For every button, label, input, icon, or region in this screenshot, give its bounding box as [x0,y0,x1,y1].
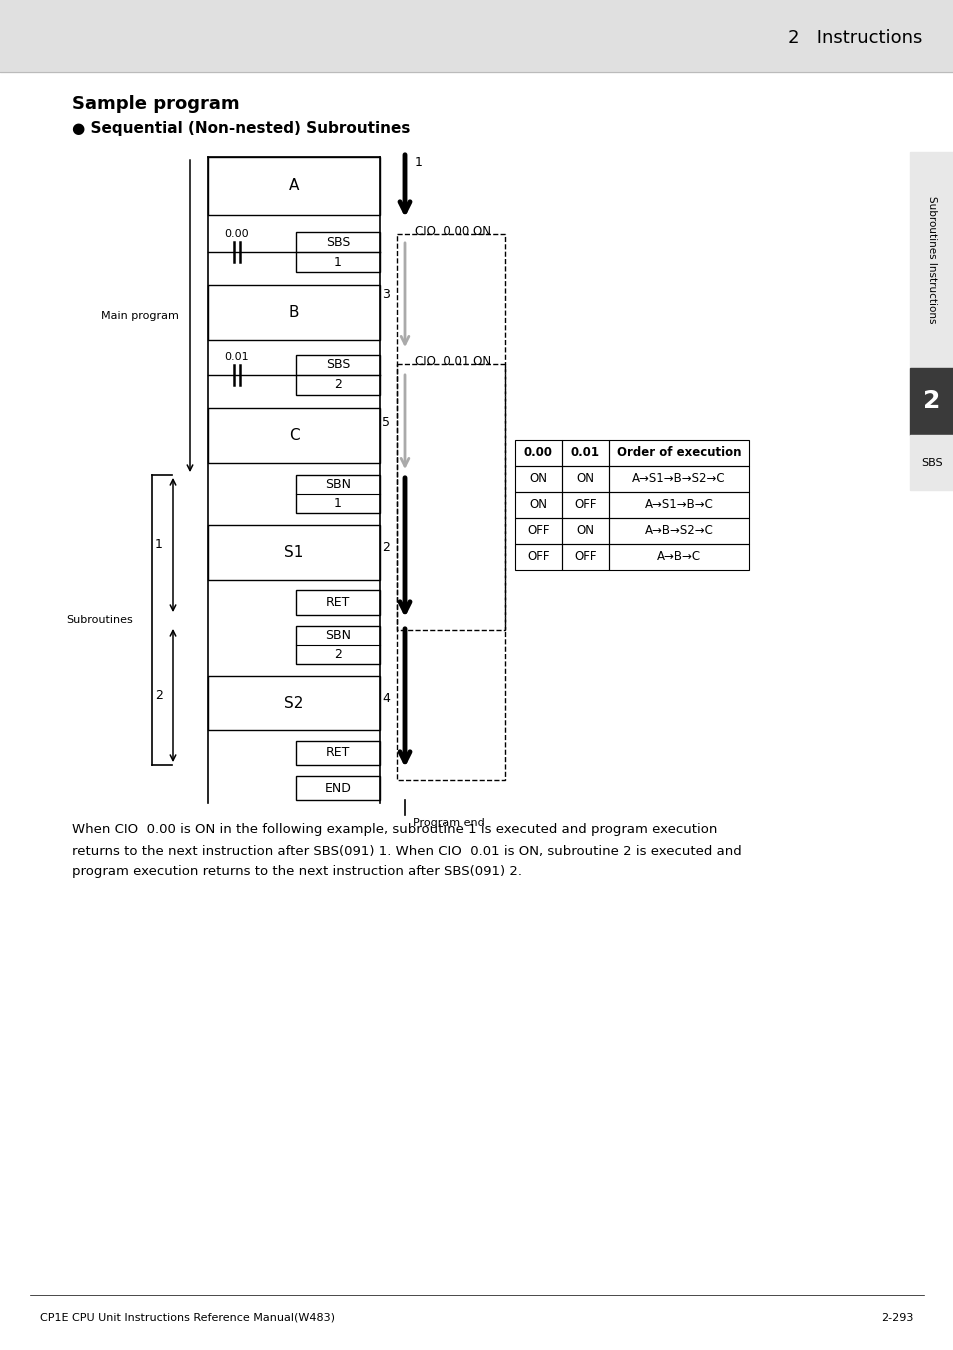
Text: CIO  0.00 ON: CIO 0.00 ON [415,225,491,238]
Bar [561,466,608,491]
Text: SBS: SBS [326,359,350,371]
Text: 2   Instructions: 2 Instructions [787,28,922,47]
Bar [295,355,379,396]
Text: 3: 3 [382,289,390,301]
Bar [396,234,504,630]
Text: 0.01: 0.01 [225,352,249,362]
Text: A→S1→B→S2→C: A→S1→B→S2→C [632,472,725,486]
Bar [515,518,561,544]
Bar [515,491,561,518]
Text: When CIO  0.00 is ON in the following example, subroutine 1 is executed and prog: When CIO 0.00 is ON in the following exa… [71,824,717,837]
Text: C: C [289,428,299,443]
Text: SBN: SBN [325,478,351,491]
Bar [295,232,379,271]
Text: ON: ON [529,472,547,486]
Text: 0.00: 0.00 [225,230,249,239]
Text: Subroutines: Subroutines [67,616,133,625]
Text: ON: ON [576,525,594,537]
Text: ● Sequential (Non-nested) Subroutines: ● Sequential (Non-nested) Subroutines [71,120,410,135]
Text: Sample program: Sample program [71,95,239,113]
Bar [608,466,748,491]
Text: A→B→S2→C: A→B→S2→C [644,525,713,537]
Text: ON: ON [576,472,594,486]
Bar [608,518,748,544]
Text: 1: 1 [155,539,163,552]
Text: CIO  0.01 ON: CIO 0.01 ON [415,355,491,369]
Text: 2: 2 [334,648,341,662]
Text: OFF: OFF [527,525,549,537]
Text: 2: 2 [382,541,390,554]
Bar [608,440,748,466]
Bar [515,466,561,491]
Bar [396,364,504,780]
Text: RET: RET [326,595,350,609]
Text: 0.01: 0.01 [571,447,599,459]
Text: OFF: OFF [574,498,597,512]
Bar [208,525,379,580]
Text: END: END [324,782,351,795]
Bar [608,491,748,518]
Bar [208,157,379,215]
Bar [561,518,608,544]
Bar [909,435,953,490]
Text: S2: S2 [284,695,303,710]
Text: OFF: OFF [574,551,597,563]
Text: 0.00: 0.00 [523,447,553,459]
Text: 1: 1 [415,155,422,169]
Text: program execution returns to the next instruction after SBS(091) 2.: program execution returns to the next in… [71,865,521,879]
Text: RET: RET [326,747,350,760]
Text: B: B [289,305,299,320]
Text: 4: 4 [382,691,390,705]
Bar [515,440,561,466]
Text: A→S1→B→C: A→S1→B→C [644,498,713,512]
Bar [295,741,379,765]
Bar [208,676,379,730]
Text: OFF: OFF [527,551,549,563]
Text: Subroutines Instructions: Subroutines Instructions [926,196,936,324]
Text: SBS: SBS [921,458,942,467]
Text: 2: 2 [334,378,341,392]
Text: CP1E CPU Unit Instructions Reference Manual(W483): CP1E CPU Unit Instructions Reference Man… [40,1314,335,1323]
Bar [608,544,748,570]
Text: returns to the next instruction after SBS(091) 1. When CIO  0.01 is ON, subrouti: returns to the next instruction after SB… [71,845,741,857]
Text: 2: 2 [155,688,163,702]
Text: SBN: SBN [325,629,351,643]
Bar [909,153,953,369]
Bar [561,491,608,518]
Text: 2: 2 [923,390,940,413]
Text: SBS: SBS [326,235,350,248]
Text: Order of execution: Order of execution [616,447,740,459]
Bar [295,475,379,513]
Text: 2-293: 2-293 [881,1314,913,1323]
Text: Main program: Main program [101,310,179,321]
Text: S1: S1 [284,545,303,560]
Bar [561,440,608,466]
Bar [561,544,608,570]
Bar [295,776,379,801]
Text: 5: 5 [381,416,390,428]
Text: 1: 1 [334,255,341,269]
Text: ON: ON [529,498,547,512]
Text: A→B→C: A→B→C [657,551,700,563]
Bar [295,590,379,616]
Bar [515,544,561,570]
Text: Program end: Program end [413,818,484,828]
Bar [909,369,953,435]
Text: 1: 1 [334,497,341,510]
Bar [295,626,379,664]
Bar [208,408,379,463]
Bar [208,285,379,340]
Bar [0,0,953,72]
Text: A: A [289,178,299,193]
